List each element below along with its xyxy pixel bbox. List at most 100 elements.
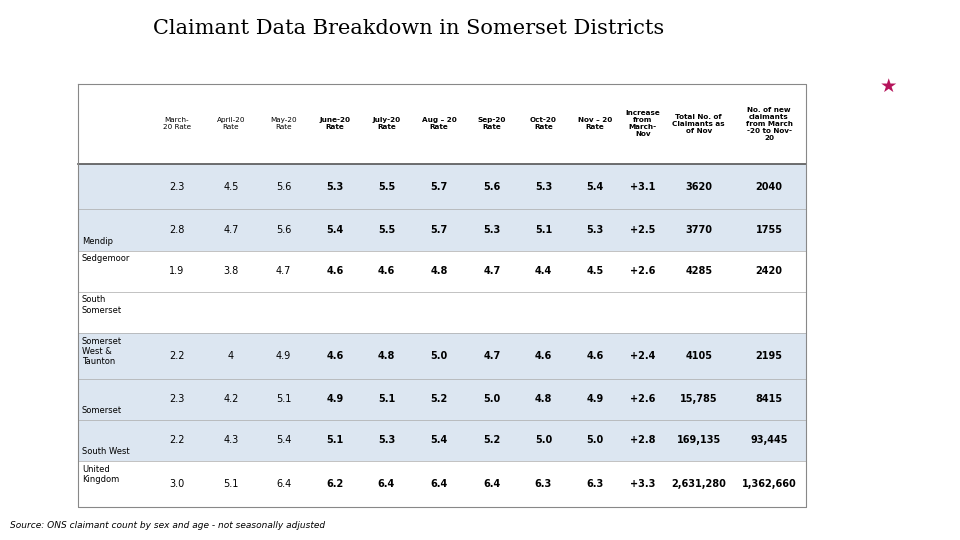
- Ellipse shape: [850, 27, 928, 146]
- Text: 4.6: 4.6: [326, 266, 344, 276]
- Text: 3.0: 3.0: [169, 479, 184, 489]
- Text: 5.7: 5.7: [431, 225, 448, 235]
- Bar: [78, 379, 805, 420]
- Text: 5.1: 5.1: [326, 435, 344, 445]
- Text: 4.8: 4.8: [535, 394, 552, 404]
- Text: Somerset: Somerset: [82, 406, 122, 415]
- Text: Mendip: Mendip: [82, 237, 112, 246]
- Text: April-20
Rate: April-20 Rate: [217, 117, 245, 130]
- Text: 6.3: 6.3: [535, 479, 552, 489]
- Text: 4: 4: [228, 351, 234, 361]
- Bar: [78, 84, 805, 164]
- Text: 4.7: 4.7: [276, 266, 291, 276]
- Text: 4.8: 4.8: [378, 351, 396, 361]
- Text: 8415: 8415: [756, 394, 782, 404]
- Text: 169,135: 169,135: [677, 435, 721, 445]
- Text: Source: ONS claimant count by sex and age - not seasonally adjusted: Source: ONS claimant count by sex and ag…: [10, 521, 324, 530]
- Text: 2.3: 2.3: [169, 181, 184, 192]
- Text: +2.5: +2.5: [630, 225, 656, 235]
- Text: 4.2: 4.2: [223, 394, 238, 404]
- Text: 5.3: 5.3: [587, 225, 604, 235]
- Text: June-20
Rate: June-20 Rate: [320, 117, 350, 130]
- Text: 4.6: 4.6: [587, 351, 604, 361]
- Text: 4.4: 4.4: [535, 266, 552, 276]
- Text: 6.4: 6.4: [431, 479, 448, 489]
- Bar: [78, 164, 805, 210]
- Text: 4285: 4285: [685, 266, 712, 276]
- Text: 2040: 2040: [756, 181, 782, 192]
- Text: 5.2: 5.2: [431, 394, 448, 404]
- Text: +3.3: +3.3: [630, 479, 656, 489]
- Text: 6.4: 6.4: [484, 479, 500, 489]
- Text: 3.8: 3.8: [224, 266, 238, 276]
- Text: 5.7: 5.7: [431, 181, 448, 192]
- Text: March-
20 Rate: March- 20 Rate: [162, 117, 191, 130]
- Text: 5.6: 5.6: [276, 225, 291, 235]
- Text: 5.1: 5.1: [223, 479, 238, 489]
- Text: 5.1: 5.1: [276, 394, 291, 404]
- Text: 5.4: 5.4: [326, 225, 344, 235]
- Text: 2195: 2195: [756, 351, 782, 361]
- Text: 4105: 4105: [685, 351, 712, 361]
- Text: 1.9: 1.9: [169, 266, 184, 276]
- Text: 5.1: 5.1: [535, 225, 552, 235]
- Text: 2.2: 2.2: [169, 351, 184, 361]
- Text: 5.4: 5.4: [587, 181, 604, 192]
- Text: 4.9: 4.9: [276, 351, 291, 361]
- Text: 5.3: 5.3: [378, 435, 396, 445]
- Text: 5.0: 5.0: [587, 435, 604, 445]
- Text: 2.8: 2.8: [169, 225, 184, 235]
- Text: Improving: Improving: [857, 484, 921, 494]
- Text: 2.3: 2.3: [169, 394, 184, 404]
- Text: 4.6: 4.6: [326, 351, 344, 361]
- Bar: [78, 251, 805, 292]
- Text: 15,785: 15,785: [680, 394, 717, 404]
- Text: Sedgemoor: Sedgemoor: [82, 254, 131, 263]
- Text: +2.6: +2.6: [630, 266, 656, 276]
- Text: 4.7: 4.7: [484, 266, 500, 276]
- Text: 5.4: 5.4: [431, 435, 448, 445]
- Text: 4.7: 4.7: [484, 351, 500, 361]
- Text: Sep-20
Rate: Sep-20 Rate: [478, 117, 506, 130]
- Text: Increase
from
March-
Nov: Increase from March- Nov: [625, 110, 660, 137]
- Bar: [78, 210, 805, 251]
- Text: South
Somerset: South Somerset: [82, 295, 122, 315]
- Text: LIVES: LIVES: [869, 511, 909, 524]
- Text: 4.9: 4.9: [326, 394, 344, 404]
- Text: 2.2: 2.2: [169, 435, 184, 445]
- Text: Aug – 20
Rate: Aug – 20 Rate: [421, 117, 457, 130]
- Text: May-20
Rate: May-20 Rate: [271, 117, 297, 130]
- Text: 93,445: 93,445: [751, 435, 788, 445]
- Text: Nov – 20
Rate: Nov – 20 Rate: [578, 117, 612, 130]
- Text: 1755: 1755: [756, 225, 782, 235]
- Text: 1,362,660: 1,362,660: [742, 479, 797, 489]
- Text: 5.0: 5.0: [484, 394, 500, 404]
- Text: 4.9: 4.9: [587, 394, 604, 404]
- Text: 5.5: 5.5: [378, 225, 396, 235]
- Text: 6.3: 6.3: [587, 479, 604, 489]
- Text: 6.4: 6.4: [276, 479, 291, 489]
- Text: Total No. of
Claimants as
of Nov: Total No. of Claimants as of Nov: [672, 114, 725, 134]
- Text: 2,631,280: 2,631,280: [671, 479, 726, 489]
- Text: 4.3: 4.3: [224, 435, 238, 445]
- Bar: [78, 461, 805, 507]
- Text: 3620: 3620: [685, 181, 712, 192]
- Text: 5.5: 5.5: [378, 181, 396, 192]
- Bar: [78, 333, 805, 379]
- Text: 4.7: 4.7: [223, 225, 238, 235]
- Text: 5.1: 5.1: [378, 394, 396, 404]
- Text: 4.6: 4.6: [378, 266, 396, 276]
- Text: 5.3: 5.3: [535, 181, 552, 192]
- Text: 5.0: 5.0: [431, 351, 448, 361]
- Text: +2.4: +2.4: [630, 351, 656, 361]
- Text: 6.2: 6.2: [326, 479, 344, 489]
- Text: South West: South West: [82, 447, 130, 456]
- Text: 6.4: 6.4: [378, 479, 396, 489]
- Bar: [78, 292, 805, 333]
- Text: 5.4: 5.4: [276, 435, 291, 445]
- Text: July-20
Rate: July-20 Rate: [372, 117, 400, 130]
- Text: 5.3: 5.3: [326, 181, 344, 192]
- Text: ★: ★: [880, 77, 898, 96]
- Text: 5.0: 5.0: [535, 435, 552, 445]
- Text: 4.8: 4.8: [430, 266, 448, 276]
